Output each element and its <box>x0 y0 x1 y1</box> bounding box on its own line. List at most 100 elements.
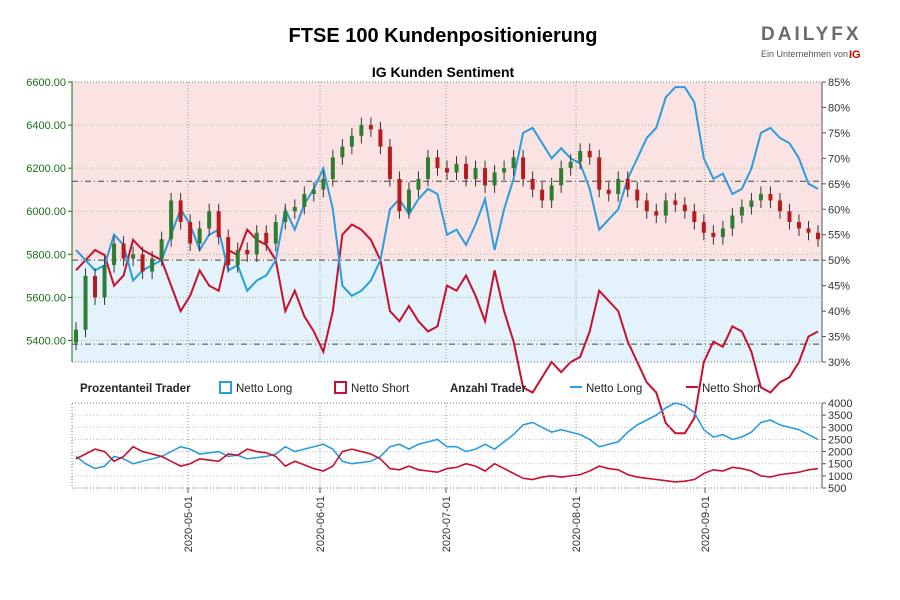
candle-body <box>264 232 269 244</box>
lower-grid <box>72 402 822 489</box>
candle-body <box>368 125 373 130</box>
candle-body <box>254 232 259 255</box>
candle-body <box>663 200 668 216</box>
candle-body <box>739 206 744 216</box>
date-tick-label: 2020-06-01 <box>315 496 327 552</box>
candle-body <box>435 157 440 169</box>
pct-tick-label: 50% <box>828 255 850 267</box>
upper-grid <box>72 81 822 362</box>
pct-short-line <box>75 223 819 435</box>
candle-body <box>521 157 526 179</box>
candle-body <box>796 222 801 229</box>
candle-body <box>635 189 640 201</box>
pct-tick-label: 45% <box>828 281 850 293</box>
candle-body <box>178 200 183 222</box>
legend-count-short-label: Netto Short <box>702 383 761 395</box>
pct-tick-label: 40% <box>828 306 850 318</box>
candle-body <box>530 178 535 190</box>
candle-body <box>730 215 735 229</box>
candle-body <box>625 178 630 190</box>
legend-count-long-label: Netto Long <box>586 383 642 395</box>
candle-body <box>159 239 164 259</box>
trader-count-series <box>75 402 819 483</box>
candle-body <box>273 222 278 244</box>
candle-body <box>140 254 145 272</box>
candle-body <box>587 150 592 158</box>
date-tick-label: 2020-09-01 <box>700 496 712 552</box>
count-tick-label: 3500 <box>828 410 852 422</box>
count-tick-label: 2500 <box>828 434 852 446</box>
price-tick-label: 5400.00 <box>26 335 66 347</box>
candle-body <box>578 150 583 162</box>
date-axis: 2020-05-01 2020-06-01 2020-07-01 2020-08-01… <box>183 488 712 552</box>
legend-pct-long-swatch <box>219 381 232 394</box>
count-tick-label: 500 <box>828 483 846 495</box>
candle-body <box>473 168 478 179</box>
count-long-line <box>75 402 819 470</box>
price-tick-label: 6200.00 <box>26 163 66 175</box>
candle-body <box>768 194 773 201</box>
candle-body <box>597 157 602 190</box>
candle-body <box>83 275 88 330</box>
pct-tick-label: 55% <box>828 230 850 242</box>
candle-body <box>216 211 221 238</box>
logo-tagline: Ein Unternehmen von <box>761 49 848 59</box>
page-title: FTSE 100 Kundenpositionierung <box>289 25 598 47</box>
candle-body <box>406 189 411 212</box>
candle-body <box>749 200 754 207</box>
pct-tick-label: 35% <box>828 332 850 344</box>
logo-wordmark: DAILYFX <box>761 24 862 45</box>
candle-body <box>673 200 678 205</box>
candle-body <box>816 232 820 240</box>
count-tick-label: 1500 <box>828 459 852 471</box>
candle-body <box>483 168 488 186</box>
candle-body <box>454 163 459 173</box>
candle-body <box>340 146 345 158</box>
pct-tick-label: 70% <box>828 153 850 165</box>
dailyfx-logo: DAILYFX Ein Unternehmen von IG <box>761 24 862 61</box>
logo-brand: IG <box>849 49 861 61</box>
candle-body <box>758 194 763 201</box>
price-tick-label: 6600.00 <box>26 77 66 89</box>
candle-body <box>235 250 240 266</box>
candle-body <box>720 228 725 238</box>
legend-pct-long-label: Netto Long <box>236 383 292 395</box>
candle-body <box>787 211 792 222</box>
candle-body <box>321 178 326 190</box>
price-tick-label: 6400.00 <box>26 120 66 132</box>
candle-body <box>568 161 573 169</box>
candle-body <box>207 211 212 229</box>
candle-body <box>606 189 611 194</box>
pct-tick-label: 60% <box>828 204 850 216</box>
pct-tick-label: 65% <box>828 179 850 191</box>
candle-body <box>540 189 545 201</box>
candle-body <box>654 211 659 216</box>
candle-body <box>349 135 354 147</box>
candle-body <box>93 275 98 298</box>
candle-body <box>197 228 202 244</box>
candle-body <box>102 265 107 298</box>
candle-body <box>245 250 250 255</box>
candle-body <box>616 178 621 194</box>
candle-body <box>359 125 364 136</box>
candle-body <box>283 211 288 222</box>
price-candles <box>74 117 820 351</box>
candle-body <box>112 243 117 266</box>
date-tick-label: 2020-05-01 <box>183 496 195 552</box>
candle-body <box>806 228 811 233</box>
candle-body <box>169 200 174 240</box>
candle-body <box>492 172 497 186</box>
candle-body <box>74 329 78 343</box>
count-tick-label: 4000 <box>828 398 852 410</box>
legend-pct-label: Prozentanteil Trader <box>80 383 191 395</box>
pct-tick-label: 85% <box>828 77 850 89</box>
candle-body <box>511 157 516 169</box>
lower-frame <box>71 402 823 489</box>
long-zone-background <box>72 260 822 362</box>
upper-axes: 5400.00 5600.00 5800.00 6000.00 6200.00 6400.… <box>26 77 850 369</box>
candle-body <box>692 211 697 222</box>
legend: Prozentanteil Trader Netto Long Netto Sh… <box>80 381 761 395</box>
candle-body <box>131 254 136 259</box>
